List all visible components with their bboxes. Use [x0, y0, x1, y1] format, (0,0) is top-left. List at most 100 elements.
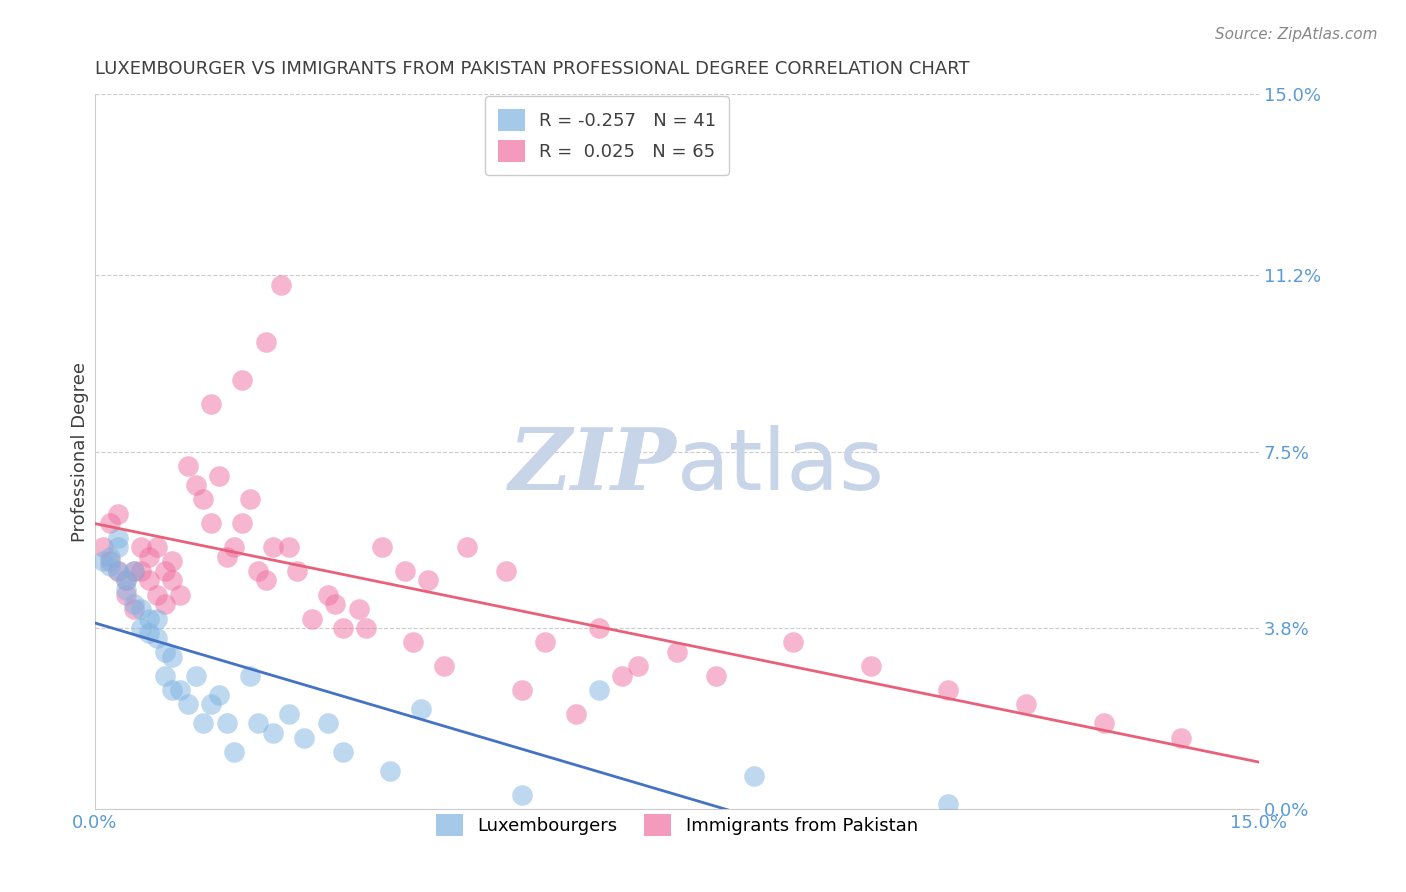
- Point: [231, 373, 253, 387]
- Point: [292, 731, 315, 745]
- Point: [378, 764, 401, 778]
- Point: [169, 683, 191, 698]
- Point: [510, 788, 533, 802]
- Point: [200, 397, 222, 411]
- Point: [588, 621, 610, 635]
- Point: [98, 554, 121, 568]
- Point: [316, 588, 339, 602]
- Point: [394, 564, 416, 578]
- Point: [153, 597, 176, 611]
- Point: [200, 698, 222, 712]
- Point: [146, 540, 169, 554]
- Point: [262, 726, 284, 740]
- Point: [107, 507, 129, 521]
- Point: [612, 669, 634, 683]
- Point: [534, 635, 557, 649]
- Y-axis label: Professional Degree: Professional Degree: [72, 362, 89, 541]
- Point: [1092, 716, 1115, 731]
- Point: [316, 716, 339, 731]
- Point: [246, 564, 269, 578]
- Point: [433, 659, 456, 673]
- Point: [270, 278, 292, 293]
- Point: [193, 492, 215, 507]
- Point: [114, 582, 136, 597]
- Point: [277, 540, 299, 554]
- Point: [107, 540, 129, 554]
- Point: [325, 597, 347, 611]
- Point: [131, 540, 153, 554]
- Point: [936, 683, 959, 698]
- Point: [98, 516, 121, 531]
- Point: [246, 716, 269, 731]
- Legend: Luxembourgers, Immigrants from Pakistan: Luxembourgers, Immigrants from Pakistan: [429, 806, 925, 843]
- Point: [138, 611, 160, 625]
- Text: LUXEMBOURGER VS IMMIGRANTS FROM PAKISTAN PROFESSIONAL DEGREE CORRELATION CHART: LUXEMBOURGER VS IMMIGRANTS FROM PAKISTAN…: [94, 60, 969, 78]
- Point: [1170, 731, 1192, 745]
- Point: [131, 564, 153, 578]
- Point: [138, 625, 160, 640]
- Point: [98, 559, 121, 574]
- Point: [224, 745, 246, 759]
- Point: [91, 540, 114, 554]
- Point: [91, 554, 114, 568]
- Point: [200, 516, 222, 531]
- Point: [162, 574, 184, 588]
- Point: [114, 574, 136, 588]
- Point: [402, 635, 425, 649]
- Point: [239, 669, 262, 683]
- Point: [510, 683, 533, 698]
- Point: [184, 478, 207, 492]
- Point: [936, 797, 959, 812]
- Point: [744, 769, 766, 783]
- Point: [208, 688, 231, 702]
- Point: [153, 645, 176, 659]
- Point: [1015, 698, 1038, 712]
- Point: [409, 702, 432, 716]
- Point: [231, 516, 253, 531]
- Point: [107, 564, 129, 578]
- Point: [254, 574, 277, 588]
- Point: [456, 540, 478, 554]
- Point: [215, 716, 238, 731]
- Point: [704, 669, 727, 683]
- Point: [262, 540, 284, 554]
- Point: [332, 621, 354, 635]
- Point: [177, 459, 200, 474]
- Point: [162, 649, 184, 664]
- Point: [138, 574, 160, 588]
- Point: [169, 588, 191, 602]
- Text: ZIP: ZIP: [509, 425, 676, 508]
- Point: [177, 698, 200, 712]
- Point: [114, 588, 136, 602]
- Text: Source: ZipAtlas.com: Source: ZipAtlas.com: [1215, 27, 1378, 42]
- Point: [495, 564, 517, 578]
- Point: [153, 669, 176, 683]
- Point: [122, 597, 145, 611]
- Point: [239, 492, 262, 507]
- Point: [588, 683, 610, 698]
- Point: [565, 706, 588, 721]
- Point: [277, 706, 299, 721]
- Point: [627, 659, 650, 673]
- Point: [122, 564, 145, 578]
- Point: [107, 564, 129, 578]
- Point: [122, 564, 145, 578]
- Point: [254, 335, 277, 350]
- Point: [356, 621, 378, 635]
- Point: [665, 645, 688, 659]
- Point: [184, 669, 207, 683]
- Point: [215, 549, 238, 564]
- Point: [131, 621, 153, 635]
- Point: [301, 611, 323, 625]
- Point: [285, 564, 308, 578]
- Point: [146, 631, 169, 645]
- Point: [122, 602, 145, 616]
- Point: [782, 635, 804, 649]
- Point: [107, 531, 129, 545]
- Point: [98, 549, 121, 564]
- Point: [131, 602, 153, 616]
- Point: [193, 716, 215, 731]
- Point: [114, 574, 136, 588]
- Point: [224, 540, 246, 554]
- Point: [153, 564, 176, 578]
